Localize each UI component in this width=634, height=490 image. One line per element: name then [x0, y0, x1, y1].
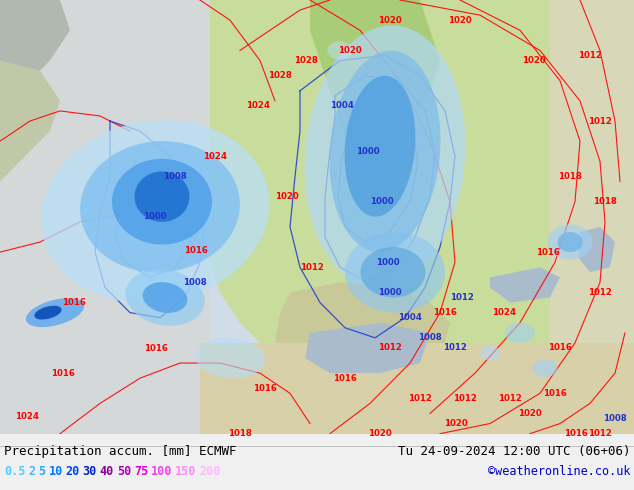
- Text: 1020: 1020: [444, 419, 468, 428]
- Text: 1008: 1008: [163, 172, 187, 181]
- Text: 1000: 1000: [370, 197, 394, 206]
- Text: 1008: 1008: [183, 278, 207, 287]
- Ellipse shape: [41, 120, 269, 303]
- Text: 1000: 1000: [143, 212, 167, 221]
- Text: 1016: 1016: [253, 384, 277, 393]
- Ellipse shape: [328, 41, 353, 59]
- Ellipse shape: [480, 345, 500, 361]
- Ellipse shape: [330, 50, 441, 252]
- Ellipse shape: [112, 159, 212, 245]
- Text: 1016: 1016: [62, 298, 86, 307]
- Ellipse shape: [557, 232, 583, 252]
- Ellipse shape: [345, 232, 445, 313]
- Text: 1016: 1016: [536, 247, 560, 257]
- Polygon shape: [275, 282, 450, 403]
- Text: 0.5: 0.5: [4, 466, 25, 478]
- Text: 1028: 1028: [268, 71, 292, 80]
- Polygon shape: [195, 0, 634, 434]
- Ellipse shape: [533, 359, 557, 377]
- Ellipse shape: [134, 172, 190, 222]
- Polygon shape: [305, 323, 430, 373]
- Polygon shape: [200, 343, 634, 434]
- Ellipse shape: [26, 298, 84, 327]
- Text: 75: 75: [134, 466, 148, 478]
- Text: 1012: 1012: [588, 429, 612, 438]
- Text: 30: 30: [82, 466, 97, 478]
- Bar: [0, 0, 210, 434]
- Text: 1016: 1016: [564, 429, 588, 438]
- Text: 1012: 1012: [408, 394, 432, 403]
- Text: 1008: 1008: [603, 414, 627, 423]
- Text: 1020: 1020: [275, 192, 299, 201]
- Text: 1020: 1020: [522, 56, 546, 65]
- Text: 1012: 1012: [378, 343, 402, 352]
- Ellipse shape: [34, 306, 61, 319]
- Text: 20: 20: [65, 466, 80, 478]
- Text: 1008: 1008: [418, 333, 442, 343]
- Polygon shape: [578, 227, 615, 272]
- Text: 1016: 1016: [543, 389, 567, 398]
- Ellipse shape: [143, 282, 187, 313]
- Text: 1020: 1020: [448, 16, 472, 24]
- Text: 50: 50: [117, 466, 131, 478]
- Text: 1012: 1012: [450, 293, 474, 302]
- Text: 1020: 1020: [338, 46, 362, 55]
- Text: Precipitation accum. [mm] ECMWF: Precipitation accum. [mm] ECMWF: [4, 445, 236, 458]
- Text: 1016: 1016: [184, 245, 208, 255]
- Polygon shape: [310, 0, 440, 181]
- Text: 40: 40: [100, 466, 114, 478]
- Text: 1024: 1024: [246, 101, 270, 110]
- Text: 1000: 1000: [356, 147, 380, 156]
- Text: 1020: 1020: [378, 16, 402, 24]
- Text: 1024: 1024: [492, 308, 516, 317]
- Text: 1016: 1016: [433, 308, 457, 317]
- Text: 150: 150: [175, 466, 197, 478]
- Text: 1016: 1016: [51, 368, 75, 378]
- Text: 5: 5: [38, 466, 45, 478]
- Text: 1016: 1016: [333, 374, 357, 383]
- Text: 1018: 1018: [558, 172, 582, 181]
- Text: 1004: 1004: [398, 313, 422, 322]
- Text: 1020: 1020: [368, 429, 392, 438]
- Text: 1012: 1012: [300, 263, 324, 272]
- Ellipse shape: [80, 141, 240, 272]
- Text: 1028: 1028: [294, 56, 318, 65]
- Text: 1018: 1018: [593, 197, 617, 206]
- Ellipse shape: [126, 270, 205, 326]
- Polygon shape: [0, 0, 70, 81]
- Text: 1000: 1000: [378, 288, 402, 297]
- Text: 1012: 1012: [578, 51, 602, 60]
- Text: 1012: 1012: [498, 394, 522, 403]
- Text: 1016: 1016: [144, 344, 168, 353]
- Polygon shape: [0, 60, 60, 181]
- Bar: [550, 0, 634, 434]
- Ellipse shape: [548, 224, 593, 260]
- Text: 10: 10: [48, 466, 63, 478]
- Text: 1024: 1024: [203, 152, 227, 161]
- Text: 200: 200: [199, 466, 220, 478]
- Text: 1020: 1020: [518, 409, 542, 418]
- Text: 1012: 1012: [588, 117, 612, 125]
- Text: 1016: 1016: [548, 343, 572, 352]
- Text: 2: 2: [28, 466, 35, 478]
- Ellipse shape: [195, 338, 265, 378]
- Polygon shape: [0, 0, 200, 434]
- Polygon shape: [490, 267, 560, 302]
- Ellipse shape: [304, 25, 465, 287]
- Text: 100: 100: [151, 466, 172, 478]
- Text: 1004: 1004: [330, 101, 354, 110]
- Ellipse shape: [345, 76, 415, 217]
- Text: 1000: 1000: [376, 258, 400, 267]
- Text: Tu 24-09-2024 12:00 UTC (06+06): Tu 24-09-2024 12:00 UTC (06+06): [398, 445, 630, 458]
- Ellipse shape: [361, 247, 425, 297]
- Text: ©weatheronline.co.uk: ©weatheronline.co.uk: [488, 466, 630, 478]
- Text: 1012: 1012: [453, 394, 477, 403]
- Text: 1024: 1024: [15, 412, 39, 421]
- Text: 1012: 1012: [588, 288, 612, 297]
- Ellipse shape: [505, 323, 535, 343]
- Text: 1012: 1012: [443, 343, 467, 352]
- Text: 1018: 1018: [228, 429, 252, 438]
